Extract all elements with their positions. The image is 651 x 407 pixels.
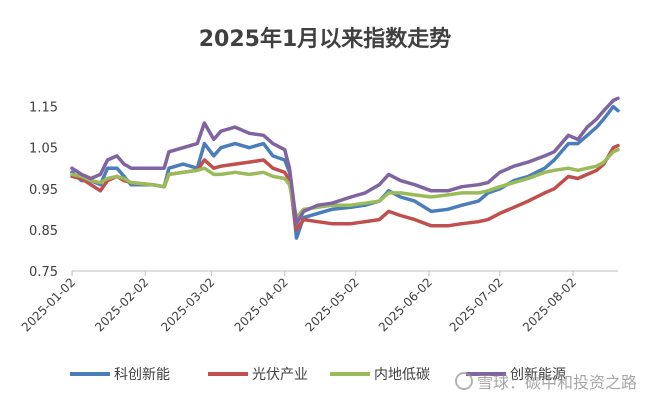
watermark-text: 雪球：碳中和投资之路 bbox=[476, 373, 637, 392]
x-tick-label: 2025-03-02 bbox=[158, 275, 217, 334]
y-tick-label: 0.85 bbox=[29, 224, 58, 239]
legend-label: 光伏产业 bbox=[252, 367, 308, 383]
x-tick-label: 2025-02-02 bbox=[92, 275, 151, 334]
legend: 科创新能 光伏产业 内地低碳 创新能源 bbox=[70, 367, 566, 383]
x-tick-label: 2025-06-02 bbox=[376, 275, 435, 334]
y-tick-label: 1.15 bbox=[29, 101, 58, 116]
series-layer bbox=[70, 96, 620, 240]
snowball-logo-icon bbox=[454, 372, 473, 390]
x-axis: 2025-01-02 2025-02-02 2025-03-02 2025-04-02… bbox=[19, 270, 618, 334]
series-line bbox=[70, 96, 620, 226]
legend-label: 科创新能 bbox=[114, 367, 170, 383]
x-tick-label: 2025-01-02 bbox=[19, 275, 78, 334]
x-tick-label: 2025-08-02 bbox=[520, 275, 579, 334]
legend-label: 内地低碳 bbox=[374, 367, 430, 383]
x-tick-label: 2025-07-02 bbox=[447, 275, 506, 334]
series-line bbox=[70, 104, 620, 240]
y-tick-label: 0.95 bbox=[29, 183, 58, 198]
x-tick-label: 2025-05-02 bbox=[303, 275, 362, 334]
y-tick-label: 0.75 bbox=[29, 265, 58, 280]
series-line bbox=[70, 147, 620, 220]
y-tick-label: 1.05 bbox=[29, 142, 58, 157]
watermark: 雪球：碳中和投资之路 bbox=[454, 369, 637, 393]
x-tick-label: 2025-04-02 bbox=[232, 275, 291, 334]
y-axis: 0.75 0.85 0.95 1.05 1.15 bbox=[29, 101, 58, 280]
legend-label: 创新能源 bbox=[510, 367, 566, 383]
chart-title: 2025年1月以来指数走势 bbox=[199, 26, 452, 52]
